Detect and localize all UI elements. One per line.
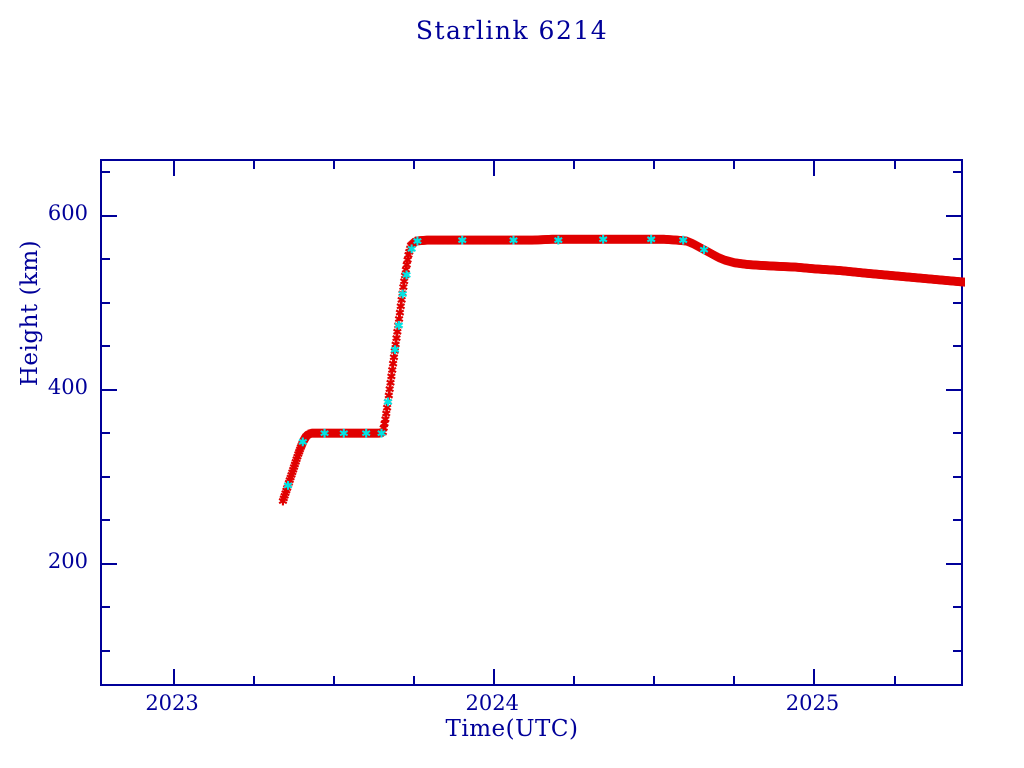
x-axis-tick xyxy=(253,676,256,684)
x-axis-tick xyxy=(653,676,656,684)
x-axis-tick xyxy=(173,669,176,684)
y-axis-tick xyxy=(953,171,961,174)
y-axis-tick xyxy=(102,649,110,652)
x-axis-tick xyxy=(333,161,336,169)
x-tick-label: 2023 xyxy=(145,691,199,715)
y-axis-tick xyxy=(953,301,961,304)
series-height xyxy=(278,234,965,506)
x-axis-tick xyxy=(573,676,576,684)
y-axis-tick xyxy=(102,171,110,174)
x-axis-tick xyxy=(813,669,816,684)
chart-title: Starlink 6214 xyxy=(415,16,609,45)
y-axis-tick xyxy=(953,432,961,435)
y-axis-tick xyxy=(953,519,961,522)
y-axis-tick xyxy=(946,562,961,565)
x-axis-tick xyxy=(253,161,256,169)
y-tick-label: 600 xyxy=(47,200,88,225)
y-axis-tick xyxy=(953,649,961,652)
y-axis-tick xyxy=(102,258,110,261)
data-series-layer xyxy=(278,234,965,506)
x-axis-title: Time(UTC) xyxy=(445,716,579,742)
y-axis-tick xyxy=(102,214,117,217)
y-axis-tick xyxy=(102,519,110,522)
y-axis-tick xyxy=(102,345,110,348)
x-axis-tick xyxy=(733,161,736,169)
y-axis-tick xyxy=(102,432,110,435)
y-axis-tick xyxy=(102,606,110,609)
y-axis-tick xyxy=(953,258,961,261)
x-axis-tick xyxy=(333,676,336,684)
y-tick-label: 200 xyxy=(47,548,88,573)
series-height-highlight xyxy=(283,234,709,490)
x-axis-tick xyxy=(493,161,496,176)
x-axis-tick xyxy=(813,161,816,176)
y-axis-title: Height (km) xyxy=(17,239,43,387)
x-axis-tick xyxy=(893,676,896,684)
y-axis-tick xyxy=(102,388,117,391)
y-axis-tick xyxy=(953,345,961,348)
x-axis-tick xyxy=(173,161,176,176)
x-axis-tick xyxy=(413,676,416,684)
x-axis-tick xyxy=(573,161,576,169)
y-axis-tick xyxy=(953,606,961,609)
x-axis-tick xyxy=(413,161,416,169)
plot-canvas xyxy=(278,234,965,506)
y-axis-tick xyxy=(102,475,110,478)
plot-frame xyxy=(100,159,965,686)
y-axis-tick xyxy=(102,562,117,565)
x-axis-tick xyxy=(653,161,656,169)
y-axis-tick xyxy=(946,214,961,217)
y-tick-label: 400 xyxy=(47,374,88,399)
x-axis-tick xyxy=(893,161,896,169)
x-axis-tick xyxy=(493,669,496,684)
y-axis-tick xyxy=(102,301,110,304)
y-axis-tick xyxy=(946,388,961,391)
y-axis-tick xyxy=(953,475,961,478)
x-tick-label: 2025 xyxy=(785,691,840,715)
x-tick-label: 2024 xyxy=(465,691,519,715)
x-axis-tick xyxy=(733,676,736,684)
